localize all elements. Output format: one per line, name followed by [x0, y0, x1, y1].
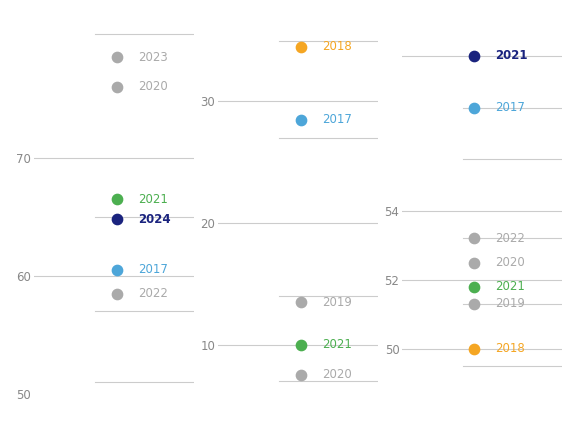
Point: [113, 216, 122, 222]
Point: [470, 283, 479, 290]
Point: [470, 345, 479, 352]
Text: 2017: 2017: [138, 263, 168, 276]
Point: [113, 83, 122, 90]
Text: 2017: 2017: [322, 113, 352, 126]
Point: [113, 54, 122, 61]
Point: [297, 43, 306, 50]
Point: [470, 235, 479, 242]
Text: 2022: 2022: [138, 287, 168, 300]
Text: 2021: 2021: [138, 193, 168, 206]
Point: [297, 341, 306, 348]
Point: [113, 267, 122, 273]
Text: 2021: 2021: [322, 338, 352, 351]
Text: 2022: 2022: [495, 232, 525, 245]
Point: [470, 300, 479, 307]
Point: [297, 116, 306, 123]
Text: 2023: 2023: [138, 51, 168, 64]
Point: [113, 290, 122, 297]
Text: 2019: 2019: [495, 297, 525, 311]
Point: [470, 104, 479, 111]
Text: 2024: 2024: [138, 213, 171, 226]
Text: 2019: 2019: [322, 296, 352, 308]
Point: [470, 52, 479, 59]
Point: [113, 196, 122, 202]
Point: [470, 259, 479, 266]
Text: 2021: 2021: [495, 49, 528, 63]
Text: 2018: 2018: [495, 342, 525, 355]
Text: 2020: 2020: [322, 368, 352, 381]
Text: 2020: 2020: [138, 81, 168, 93]
Point: [297, 299, 306, 305]
Text: 2020: 2020: [495, 256, 525, 269]
Point: [297, 371, 306, 378]
Text: 2017: 2017: [495, 101, 525, 114]
Text: 2018: 2018: [322, 40, 352, 53]
Text: 2021: 2021: [495, 280, 525, 293]
